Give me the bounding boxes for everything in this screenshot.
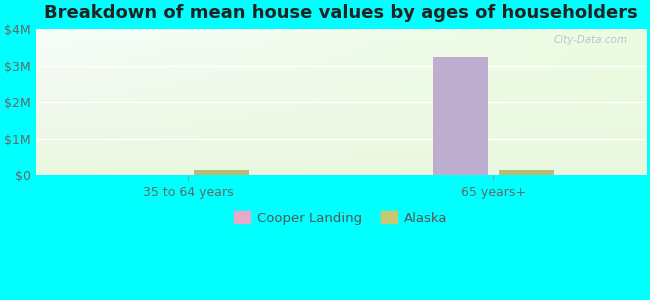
Bar	[433, 57, 488, 176]
Bar	[499, 170, 554, 176]
Legend: Cooper Landing, Alaska: Cooper Landing, Alaska	[229, 206, 452, 230]
Title: Breakdown of mean house values by ages of householders: Breakdown of mean house values by ages o…	[44, 4, 638, 22]
Text: City-Data.com: City-Data.com	[553, 35, 627, 45]
Bar	[194, 170, 248, 176]
